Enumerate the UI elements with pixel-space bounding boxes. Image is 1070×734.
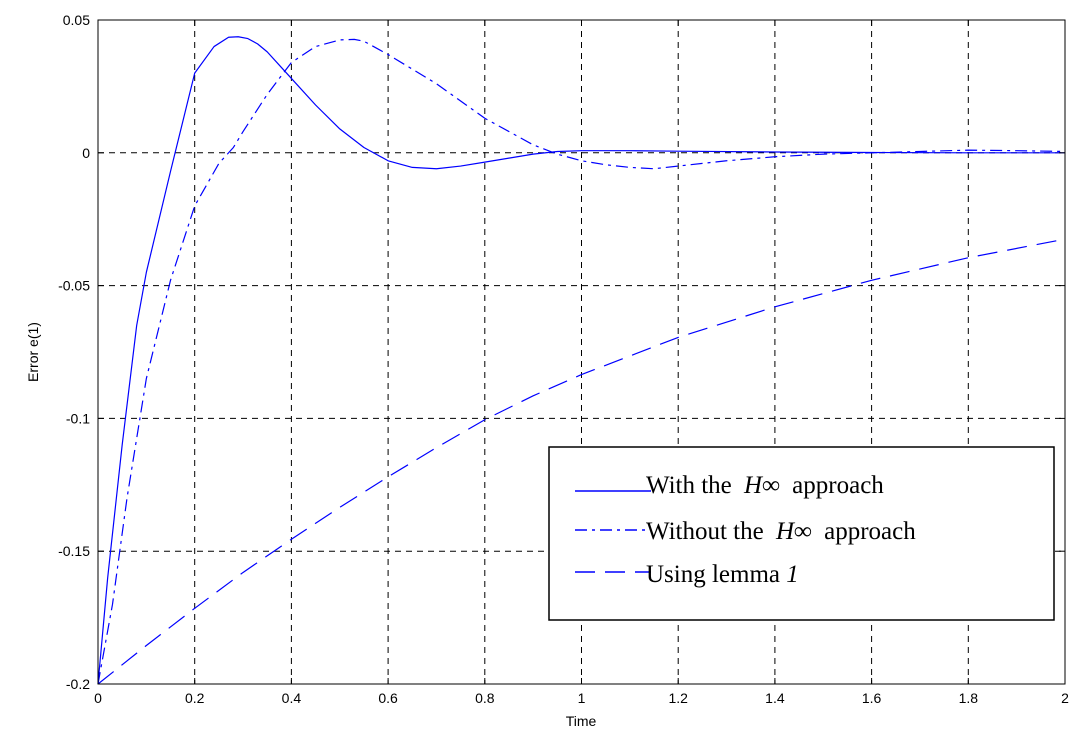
series-line-lemma (97, 238, 1066, 685)
y-tick-label: -0.2 (66, 676, 90, 692)
x-tick-label: 0.6 (378, 690, 398, 706)
y-tick-label: -0.1 (66, 410, 90, 426)
legend-label-with-hinf: With the H∞ approach (646, 472, 884, 499)
series-line-with-hinf (97, 36, 1065, 685)
y-tick-label: -0.15 (58, 543, 90, 559)
y-tick-label: 0.05 (63, 12, 90, 28)
x-tick-label: 1.6 (862, 690, 882, 706)
axis-ticks: 0 0.2 0.4 0.6 0.8 1 1.2 1.4 1.6 1.8 2 0.05 0 -0.05 -0.… (58, 12, 1069, 706)
legend-box (548, 446, 1055, 621)
legend: With the H∞ approach Without the H∞ appr… (548, 446, 1055, 621)
series-group (97, 36, 1066, 685)
x-tick-label: 0.4 (282, 690, 302, 706)
series-line-without-hinf (97, 38, 1066, 685)
x-tick-label: 1 (578, 690, 586, 706)
legend-label-without-hinf: Without the H∞ approach (646, 518, 916, 545)
x-tick-label: 2 (1061, 690, 1069, 706)
x-tick-label: 0.2 (185, 690, 205, 706)
legend-label-lemma: Using lemma 1 (646, 561, 799, 588)
x-tick-label: 1.2 (668, 690, 688, 706)
y-axis-label: Error e(1) (25, 322, 41, 382)
hinf-symbol: H∞ (775, 518, 812, 545)
x-axis-label: Time (566, 713, 597, 729)
x-tick-label: 0 (94, 690, 102, 706)
hinf-symbol: H∞ (743, 472, 780, 499)
x-tick-label: 0.8 (475, 690, 495, 706)
x-tick-label: 1.8 (959, 690, 979, 706)
y-tick-label: -0.05 (58, 278, 90, 294)
y-tick-label: 0 (82, 145, 90, 161)
x-tick-label: 1.4 (765, 690, 785, 706)
